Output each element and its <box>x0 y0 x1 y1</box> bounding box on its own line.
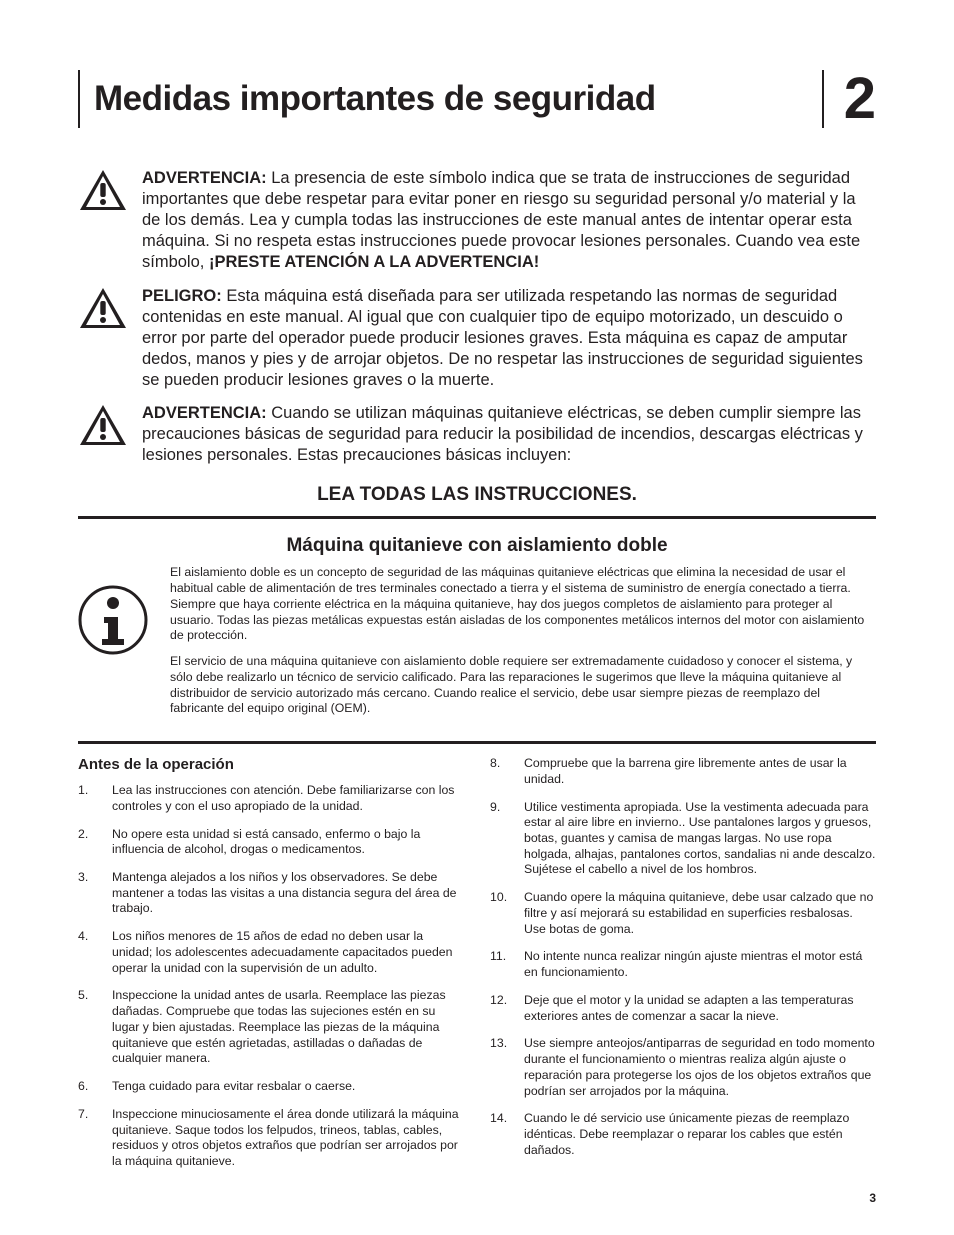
warning-tail: ¡PRESTE ATENCIÓN A LA ADVERTENCIA! <box>209 253 539 271</box>
section-number: 2 <box>844 70 876 128</box>
warning-block: ADVERTENCIA: Cuando se utilizan máquinas… <box>78 403 876 466</box>
page-number: 3 <box>869 1191 876 1205</box>
warning-triangle-icon <box>78 168 128 212</box>
warning-block: ADVERTENCIA: La presencia de este símbol… <box>78 168 876 274</box>
instruction-item: Tenga cuidado para evitar resbalar o cae… <box>78 1079 464 1095</box>
section-title: Medidas importantes de seguridad <box>94 79 822 119</box>
section-header: Medidas importantes de seguridad 2 <box>78 70 876 128</box>
warning-text: PELIGRO: Esta máquina está diseñada para… <box>142 286 876 392</box>
instruction-list-left: Lea las instrucciones con atención. Debe… <box>78 783 464 1170</box>
warning-body: Esta máquina está diseñada para ser util… <box>142 287 863 389</box>
column-right: Compruebe que la barrena gire libremente… <box>490 756 876 1182</box>
column-heading: Antes de la operación <box>78 756 464 773</box>
sub-heading: Máquina quitanieve con aislamiento doble <box>78 535 876 557</box>
warning-icon-col <box>78 286 128 392</box>
warning-icon-col <box>78 403 128 466</box>
instruction-item: No intente nunca realizar ningún ajuste … <box>490 949 876 980</box>
warning-block: PELIGRO: Esta máquina está diseñada para… <box>78 286 876 392</box>
warning-lead: ADVERTENCIA: <box>142 404 267 422</box>
instruction-list-right: Compruebe que la barrena gire libremente… <box>490 756 876 1158</box>
instruction-item: Inspeccione minuciosamente el área donde… <box>78 1107 464 1170</box>
instruction-item: Lea las instrucciones con atención. Debe… <box>78 783 464 814</box>
info-block: El aislamiento doble es un concepto de s… <box>78 565 876 727</box>
divider-heavy <box>78 741 876 744</box>
info-icon-col <box>78 565 150 727</box>
instruction-item: Inspeccione la unidad antes de usarla. R… <box>78 988 464 1067</box>
instruction-item: Use siempre anteojos/antiparras de segur… <box>490 1036 876 1099</box>
instruction-item: No opere esta unidad si está cansado, en… <box>78 827 464 858</box>
instruction-item: Mantenga alejados a los niños y los obse… <box>78 870 464 917</box>
instruction-item: Compruebe que la barrena gire libremente… <box>490 756 876 787</box>
instruction-item: Cuando le dé servicio use únicamente pie… <box>490 1111 876 1158</box>
info-para: El aislamiento doble es un concepto de s… <box>170 565 876 644</box>
column-left: Antes de la operación Lea las instruccio… <box>78 756 464 1182</box>
instruction-item: Deje que el motor y la unidad se adapten… <box>490 993 876 1024</box>
info-icon <box>78 575 148 665</box>
divider-heavy <box>78 516 876 519</box>
instruction-item: Los niños menores de 15 años de edad no … <box>78 929 464 976</box>
section-number-wrap: 2 <box>822 70 876 128</box>
warning-lead: PELIGRO: <box>142 287 222 305</box>
info-para: El servicio de una máquina quitanieve co… <box>170 654 876 717</box>
center-heading: LEA TODAS LAS INSTRUCCIONES. <box>78 484 876 506</box>
info-text: El aislamiento doble es un concepto de s… <box>170 565 876 727</box>
instruction-item: Cuando opere la máquina quitanieve, debe… <box>490 890 876 937</box>
instruction-item: Utilice vestimenta apropiada. Use la ves… <box>490 800 876 879</box>
warning-triangle-icon <box>78 403 128 447</box>
instruction-columns: Antes de la operación Lea las instruccio… <box>78 756 876 1182</box>
warning-text: ADVERTENCIA: Cuando se utilizan máquinas… <box>142 403 876 466</box>
warning-text: ADVERTENCIA: La presencia de este símbol… <box>142 168 876 274</box>
manual-page: Medidas importantes de seguridad 2 ADVER… <box>0 0 954 1235</box>
warning-icon-col <box>78 168 128 274</box>
warning-triangle-icon <box>78 286 128 330</box>
warning-lead: ADVERTENCIA: <box>142 169 267 187</box>
